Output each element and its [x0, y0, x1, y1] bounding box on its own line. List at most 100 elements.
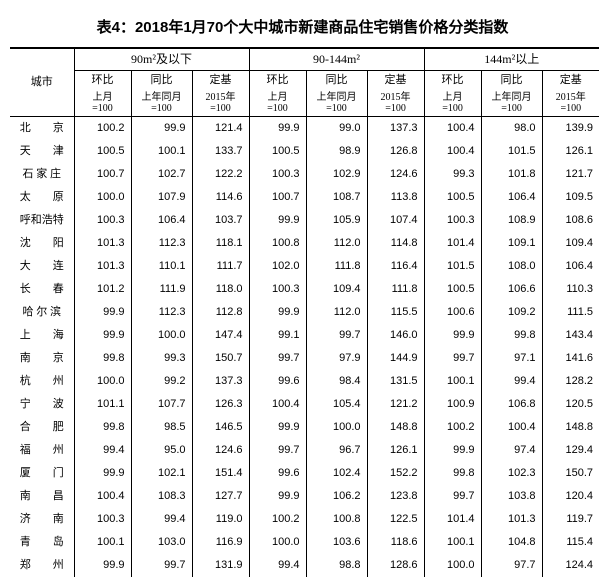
- data-cell: 100.3: [249, 163, 306, 186]
- city-cell: 北 京: [10, 117, 74, 141]
- data-cell: 98.4: [306, 370, 367, 393]
- table-title: 表4：2018年1月70个大中城市新建商品住宅销售价格分类指数: [10, 16, 595, 37]
- data-cell: 146.5: [192, 416, 249, 439]
- header-mom-2: 环比: [249, 70, 306, 90]
- data-cell: 100.6: [424, 301, 481, 324]
- header-mom-3: 环比: [424, 70, 481, 90]
- data-cell: 101.5: [424, 255, 481, 278]
- data-cell: 139.9: [542, 117, 599, 141]
- data-cell: 106.8: [481, 393, 542, 416]
- table-row: 石 家 庄100.7102.7122.2100.3102.9124.699.31…: [10, 163, 599, 186]
- data-cell: 100.3: [74, 209, 131, 232]
- table-row: 大 连101.3110.1111.7102.0111.8116.4101.510…: [10, 255, 599, 278]
- data-cell: 114.8: [367, 232, 424, 255]
- data-cell: 108.0: [481, 255, 542, 278]
- data-cell: 107.7: [131, 393, 192, 416]
- table-body: 北 京100.299.9121.499.999.0137.3100.498.01…: [10, 117, 599, 578]
- header-fixed-3: 定基: [542, 70, 599, 90]
- data-cell: 99.7: [424, 347, 481, 370]
- data-cell: 148.8: [542, 416, 599, 439]
- data-cell: 124.6: [367, 163, 424, 186]
- data-cell: 121.2: [367, 393, 424, 416]
- data-cell: 109.5: [542, 186, 599, 209]
- data-cell: 112.0: [306, 232, 367, 255]
- data-cell: 104.8: [481, 531, 542, 554]
- header-group-3: 144m²以上: [424, 48, 599, 70]
- city-cell: 南 京: [10, 347, 74, 370]
- data-cell: 101.5: [481, 140, 542, 163]
- data-cell: 100.0: [74, 186, 131, 209]
- data-cell: 109.2: [481, 301, 542, 324]
- data-cell: 118.6: [367, 531, 424, 554]
- data-cell: 98.9: [306, 140, 367, 163]
- data-cell: 100.1: [424, 370, 481, 393]
- header-fixed-1: 定基: [192, 70, 249, 90]
- data-cell: 123.8: [367, 485, 424, 508]
- data-cell: 100.3: [249, 278, 306, 301]
- data-cell: 122.2: [192, 163, 249, 186]
- data-cell: 111.5: [542, 301, 599, 324]
- city-cell: 太 原: [10, 186, 74, 209]
- data-cell: 126.1: [542, 140, 599, 163]
- data-cell: 99.8: [74, 416, 131, 439]
- data-cell: 101.8: [481, 163, 542, 186]
- data-cell: 106.6: [481, 278, 542, 301]
- data-cell: 108.3: [131, 485, 192, 508]
- data-cell: 110.1: [131, 255, 192, 278]
- city-cell: 长 春: [10, 278, 74, 301]
- city-cell: 合 肥: [10, 416, 74, 439]
- data-cell: 99.4: [249, 554, 306, 577]
- data-cell: 101.4: [424, 232, 481, 255]
- data-cell: 111.7: [192, 255, 249, 278]
- data-cell: 99.2: [131, 370, 192, 393]
- table-row: 太 原100.0107.9114.6100.7108.7113.8100.510…: [10, 186, 599, 209]
- data-cell: 108.9: [481, 209, 542, 232]
- data-cell: 101.3: [74, 232, 131, 255]
- data-cell: 99.9: [74, 554, 131, 577]
- data-cell: 146.0: [367, 324, 424, 347]
- data-cell: 112.8: [192, 301, 249, 324]
- data-cell: 106.4: [131, 209, 192, 232]
- data-cell: 126.1: [367, 439, 424, 462]
- header-fixed-base-2: 2015年=100: [367, 90, 424, 117]
- header-yoy-base-3: 上年同月=100: [481, 90, 542, 117]
- data-cell: 102.0: [249, 255, 306, 278]
- header-mom-1: 环比: [74, 70, 131, 90]
- data-cell: 99.9: [249, 209, 306, 232]
- header-yoy-base-2: 上年同月=100: [306, 90, 367, 117]
- data-cell: 127.7: [192, 485, 249, 508]
- data-cell: 100.2: [424, 416, 481, 439]
- data-cell: 107.9: [131, 186, 192, 209]
- data-cell: 99.7: [131, 554, 192, 577]
- data-cell: 119.7: [542, 508, 599, 531]
- data-cell: 108.6: [542, 209, 599, 232]
- header-fixed-base-1: 2015年=100: [192, 90, 249, 117]
- data-cell: 99.9: [424, 439, 481, 462]
- data-cell: 121.7: [542, 163, 599, 186]
- data-cell: 152.2: [367, 462, 424, 485]
- data-cell: 128.2: [542, 370, 599, 393]
- data-cell: 100.9: [424, 393, 481, 416]
- data-cell: 99.9: [74, 324, 131, 347]
- data-cell: 97.7: [481, 554, 542, 577]
- header-group-2: 90-144m²: [249, 48, 424, 70]
- data-cell: 102.4: [306, 462, 367, 485]
- data-cell: 99.3: [131, 347, 192, 370]
- data-cell: 110.3: [542, 278, 599, 301]
- data-cell: 150.7: [192, 347, 249, 370]
- table-row: 天 津100.5100.1133.7100.598.9126.8100.4101…: [10, 140, 599, 163]
- table-row: 杭 州100.099.2137.399.698.4131.5100.199.41…: [10, 370, 599, 393]
- data-cell: 99.7: [249, 439, 306, 462]
- data-cell: 103.8: [481, 485, 542, 508]
- city-cell: 济 南: [10, 508, 74, 531]
- data-cell: 99.0: [306, 117, 367, 141]
- data-cell: 111.8: [306, 255, 367, 278]
- data-cell: 99.7: [249, 347, 306, 370]
- data-cell: 137.3: [192, 370, 249, 393]
- data-cell: 114.6: [192, 186, 249, 209]
- data-cell: 106.4: [481, 186, 542, 209]
- city-cell: 天 津: [10, 140, 74, 163]
- data-cell: 121.4: [192, 117, 249, 141]
- data-cell: 120.4: [542, 485, 599, 508]
- data-cell: 99.9: [74, 301, 131, 324]
